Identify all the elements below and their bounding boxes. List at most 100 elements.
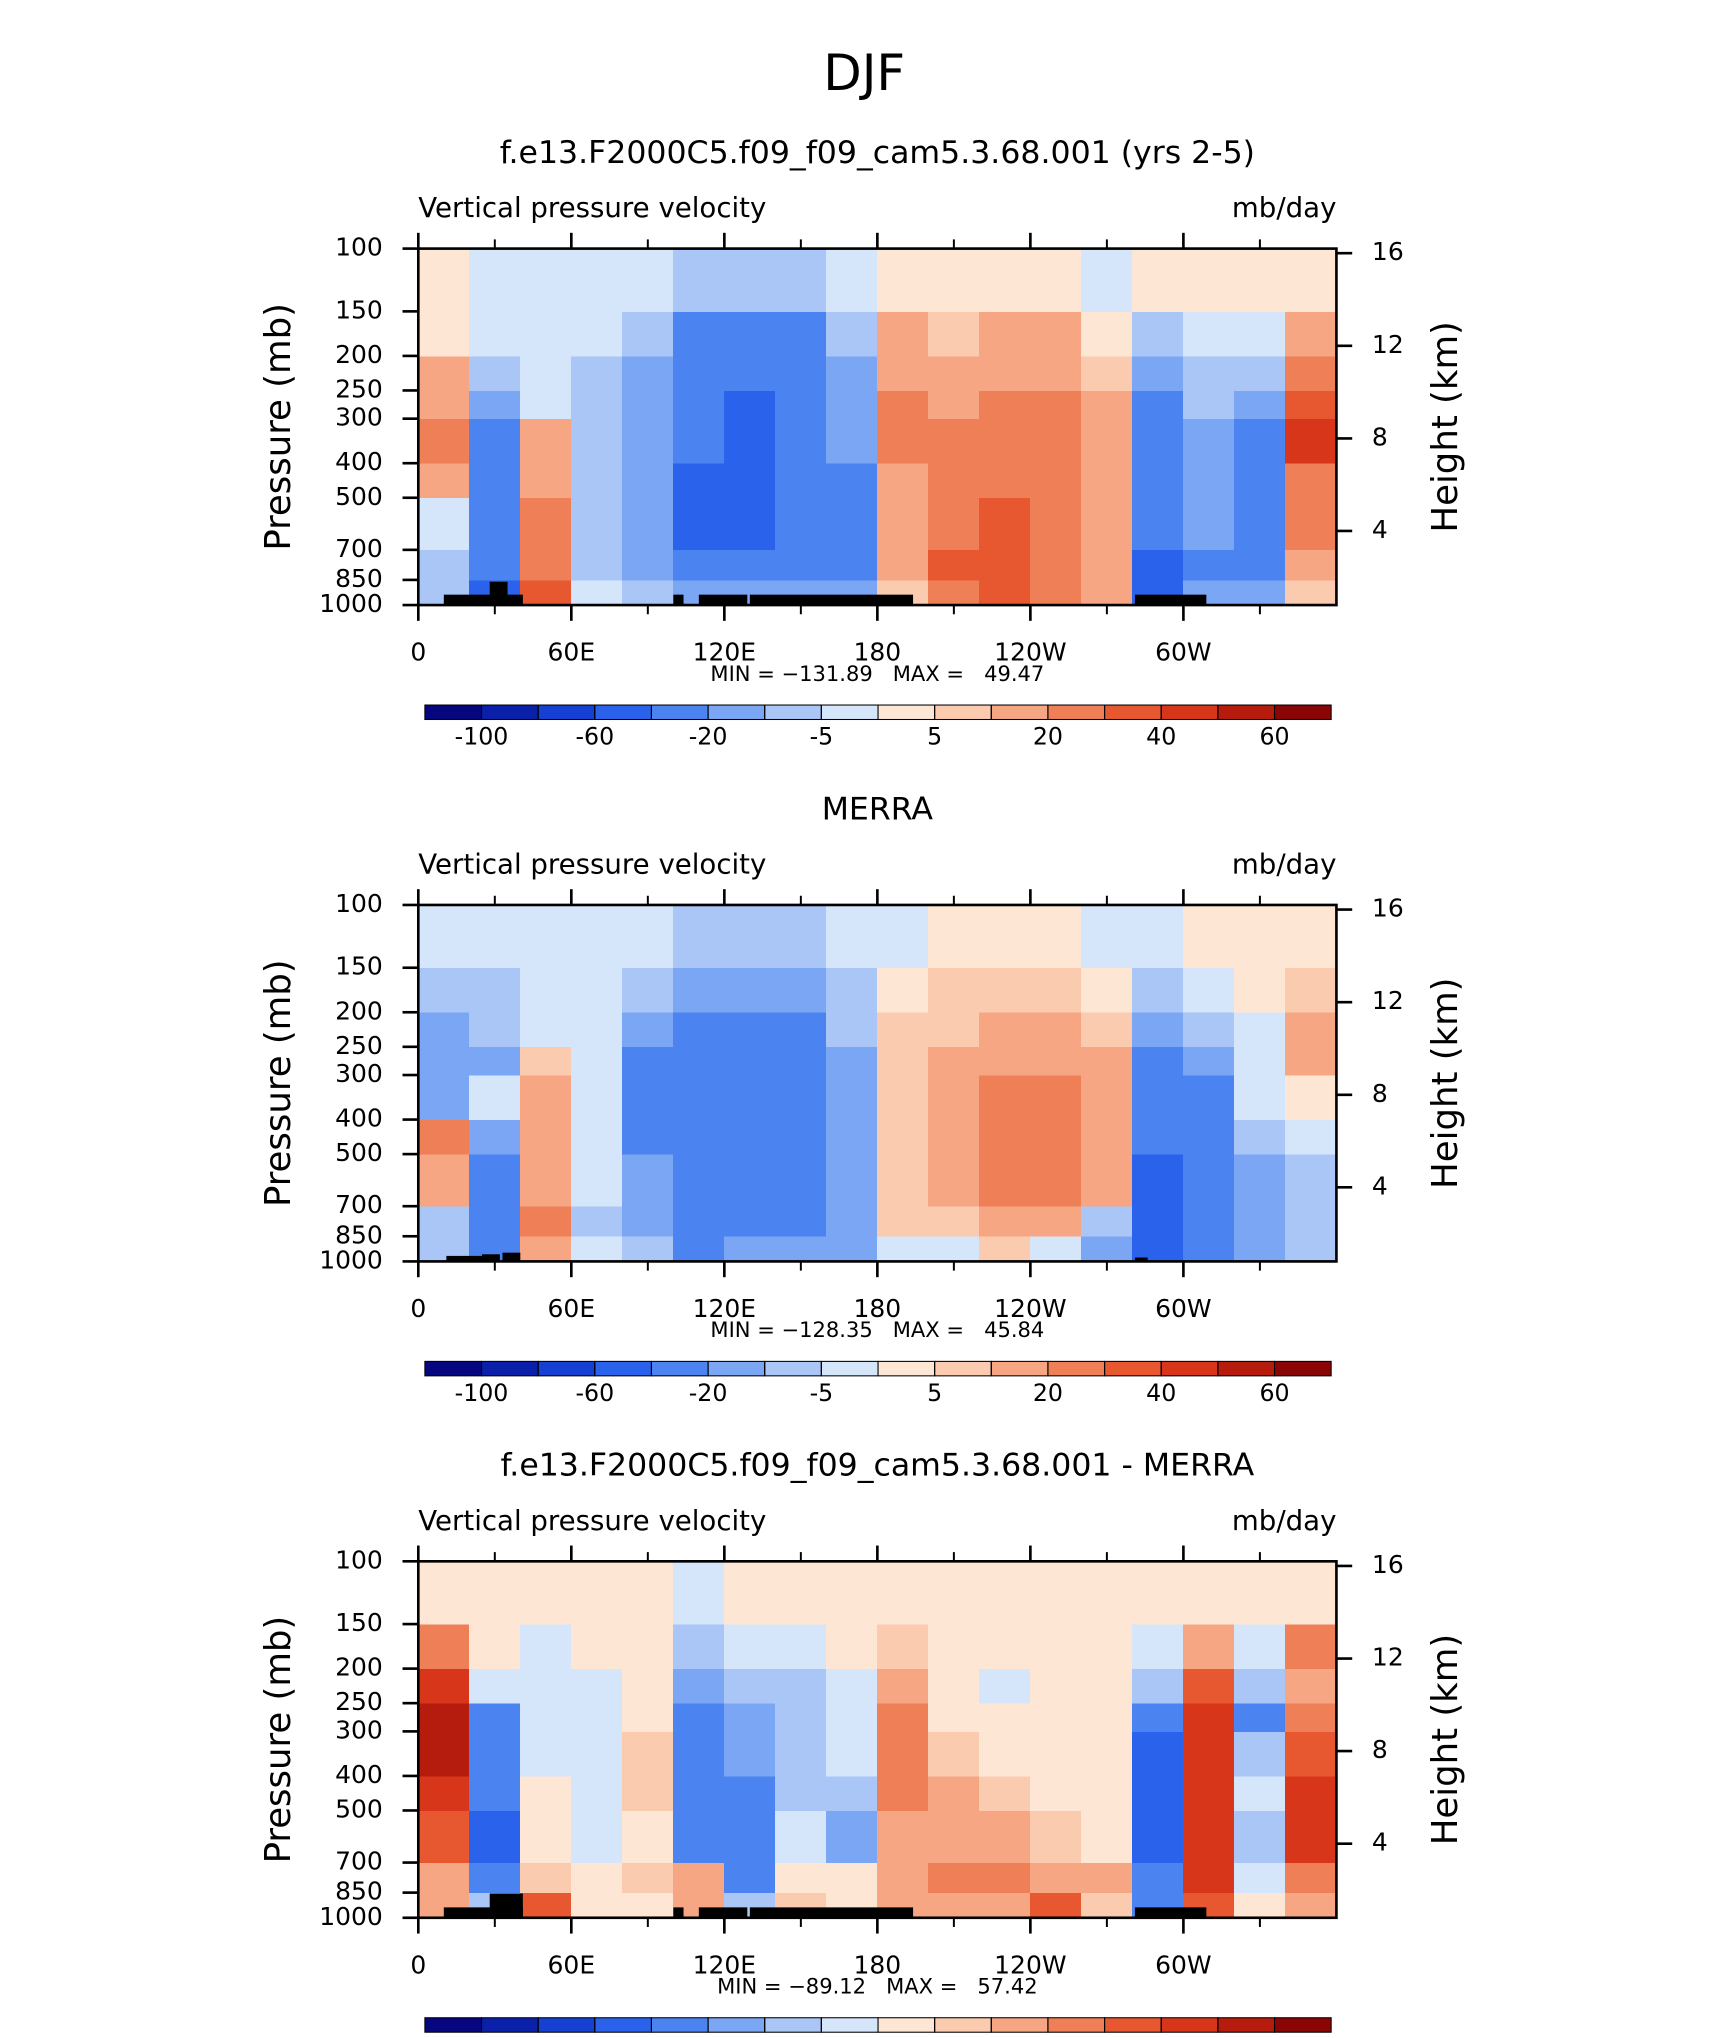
contour-cell (1029, 1153, 1082, 1207)
y-tick-label: 1000 (319, 1902, 383, 1931)
x-tick-label: 180 (854, 1294, 902, 1323)
colorbar-label: 20 (1033, 1379, 1063, 1407)
contour-cell (1080, 1775, 1133, 1811)
y-tick-label: 300 (335, 403, 383, 432)
x-tick-label: 60E (548, 1950, 596, 1979)
contour-cell (1285, 418, 1337, 464)
contour-cell (1285, 1730, 1337, 1777)
contour-cell (570, 248, 623, 312)
contour-cell (468, 355, 521, 391)
contour-cell (927, 310, 980, 357)
contour-cell (570, 1730, 623, 1777)
contour-cell (927, 355, 980, 391)
contour-cell (774, 1730, 827, 1777)
contour-cell (876, 1205, 929, 1237)
contour-cell (1234, 1235, 1286, 1262)
y-tick-label: 250 (335, 1687, 383, 1716)
contour-cell (1080, 1730, 1133, 1777)
terrain (1134, 594, 1207, 606)
contour-cell (876, 1862, 929, 1894)
contour-cell (468, 1623, 521, 1670)
contour-cell (1080, 1862, 1133, 1894)
contour-cell (1285, 1702, 1337, 1732)
contour-cell (1131, 1046, 1184, 1076)
contour-cell (1131, 1702, 1184, 1732)
contour-cell (468, 904, 521, 969)
contour-cell (876, 355, 929, 391)
contour-cell (1234, 967, 1286, 1013)
contour-cell (621, 418, 674, 464)
contour-cell (1029, 1011, 1082, 1048)
colorbar-box (707, 704, 766, 721)
contour-cell (468, 1810, 521, 1863)
contour-cell (621, 967, 674, 1013)
y-tick-label: 300 (335, 1715, 383, 1744)
contour-cell (1029, 1235, 1082, 1262)
contour-cell (927, 497, 980, 551)
contour-cell (570, 1862, 623, 1894)
contour-cell (723, 1011, 776, 1048)
colorbar-box (1273, 704, 1332, 721)
contour-cell (519, 967, 572, 1013)
y-tick-label: 850 (335, 1220, 383, 1249)
y-tick-label: 500 (335, 1794, 383, 1823)
x-tick-label: 60W (1155, 1950, 1212, 1979)
contour-cell (1285, 1560, 1337, 1625)
contour-cell (570, 1668, 623, 1704)
contour-cell (1285, 1892, 1337, 1919)
x-tick-label: 120E (693, 638, 756, 667)
contour-cell (417, 1810, 470, 1863)
colorbar-box (764, 2017, 822, 2033)
colorbar-box (990, 704, 1049, 721)
contour-cell (825, 1560, 878, 1625)
colorbar-label: 40 (1146, 1379, 1176, 1407)
contour-cell (519, 1810, 572, 1863)
colorbar-box (594, 704, 652, 721)
contour-cell (1285, 1810, 1337, 1863)
contour-cell (1285, 462, 1337, 499)
contour-cell (978, 355, 1031, 391)
terrain (1134, 1257, 1148, 1262)
colorbar-label: -50 (462, 2035, 501, 2038)
contour-cell (621, 1046, 674, 1076)
contour-cell (978, 1153, 1031, 1207)
panel-title: MERRA (822, 791, 934, 827)
contour-cell (1234, 1205, 1286, 1237)
contour-cell (1029, 904, 1082, 969)
contour-cell (468, 549, 521, 581)
contour-cell (876, 418, 929, 464)
colorbar-label: 10 (976, 2035, 1006, 2038)
contour-cell (774, 1205, 827, 1237)
colorbar-box (820, 704, 879, 721)
contour-cell (417, 390, 470, 420)
contour-cell (468, 1153, 521, 1207)
contour-cell (774, 1810, 827, 1863)
contour-cell (825, 310, 878, 357)
contour-cell (672, 1810, 725, 1863)
contour-cell (417, 1119, 470, 1155)
contour-cell (978, 1892, 1031, 1919)
contour-cell (672, 1775, 725, 1811)
colorbar-box (594, 2017, 652, 2033)
contour-cell (774, 1623, 827, 1670)
colorbar-box (424, 1360, 483, 1377)
contour-cell (1131, 418, 1184, 464)
y-tick-label: 100 (335, 1545, 383, 1574)
contour-cell (519, 355, 572, 391)
contour-cell (621, 390, 674, 420)
contour-cell (876, 1074, 929, 1120)
contour-cell (1029, 1046, 1082, 1076)
colorbar-box (1273, 1360, 1332, 1377)
contour-cell (927, 1668, 980, 1704)
contour-cell (1183, 497, 1235, 551)
contour-cell (774, 418, 827, 464)
colorbar-label: -5 (810, 1379, 834, 1407)
contour-cell (1285, 1046, 1337, 1076)
y-tick-label: 1000 (319, 1245, 383, 1274)
contour-cell (927, 1011, 980, 1048)
contour-cell (672, 904, 725, 969)
y2-tick-label: 8 (1372, 1079, 1388, 1108)
contour-cell (1029, 579, 1082, 606)
x-tick-label: 120W (994, 638, 1066, 667)
contour-cell (978, 1560, 1031, 1625)
